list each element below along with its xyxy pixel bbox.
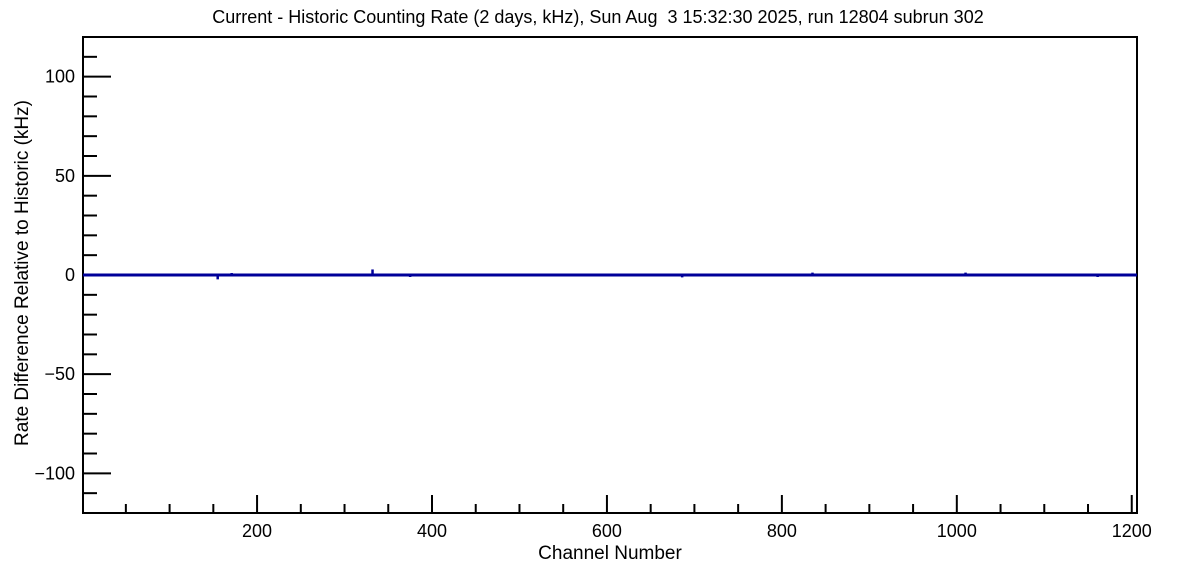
- y-axis-tick-labels: −100 −50 0 50 100: [34, 67, 75, 484]
- data-line: [83, 269, 1137, 280]
- tick-label: 200: [242, 521, 272, 541]
- x-axis-ticks: [124, 495, 1133, 513]
- tick-label: 50: [55, 166, 75, 186]
- y-axis-ticks: [83, 55, 111, 495]
- tick-label: 1000: [937, 521, 977, 541]
- x-axis-title: Channel Number: [538, 543, 682, 564]
- tick-label: −100: [34, 463, 75, 483]
- chart-title: Current - Historic Counting Rate (2 days…: [212, 7, 984, 27]
- x-axis-tick-labels: 200 400 600 800 1000 1200: [242, 521, 1152, 541]
- y-axis-title: Rate Difference Relative to Historic (kH…: [12, 100, 33, 446]
- tick-label: 800: [767, 521, 797, 541]
- tick-label: 0: [65, 265, 75, 285]
- tick-label: 400: [417, 521, 447, 541]
- tick-label: 1200: [1112, 521, 1152, 541]
- tick-label: −50: [44, 364, 75, 384]
- tick-label: 100: [45, 67, 75, 87]
- tick-label: 600: [592, 521, 622, 541]
